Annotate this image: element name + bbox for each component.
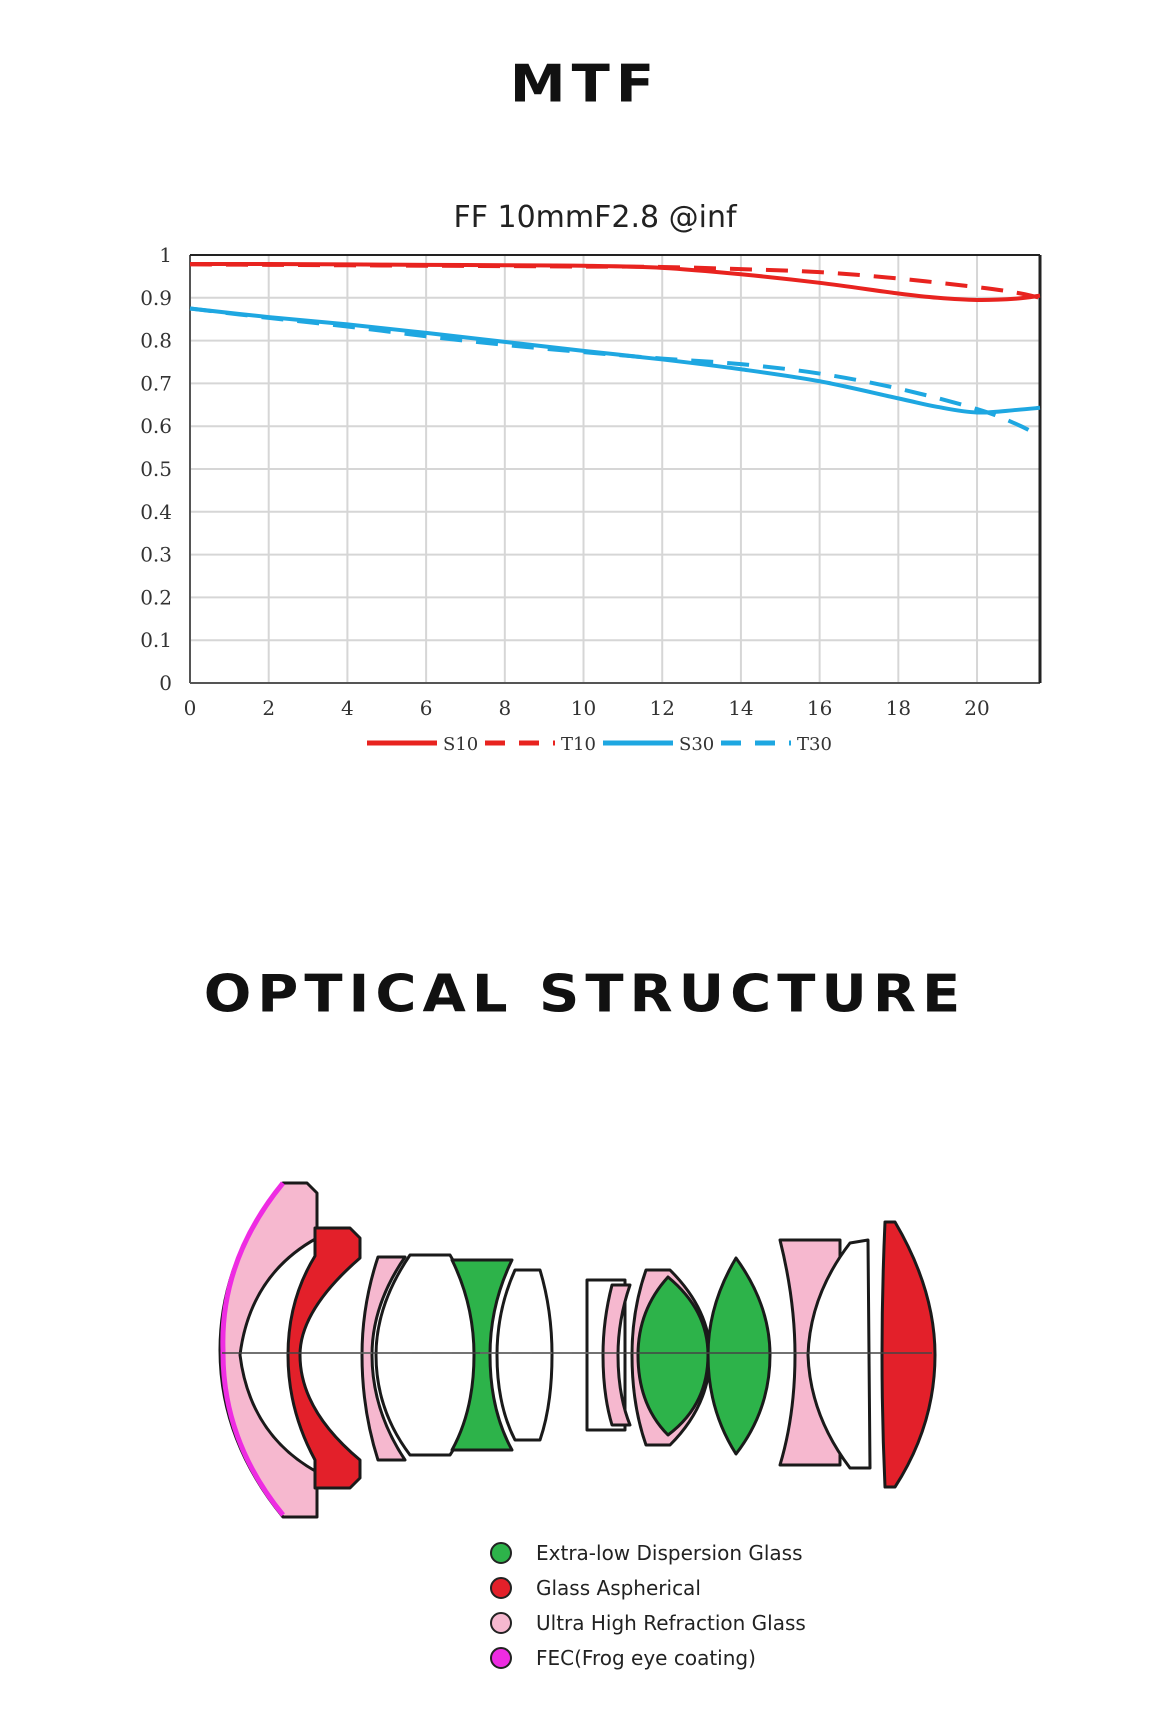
- red-dot-icon: [490, 1576, 512, 1599]
- x-tick-label: 4: [341, 696, 354, 720]
- y-tick-label: 0.5: [140, 457, 172, 481]
- legend-label: Extra-low Dispersion Glass: [536, 1540, 803, 1565]
- lens-6-standard: [495, 1268, 554, 1442]
- x-tick-label: 2: [262, 696, 275, 720]
- mtf-chart: FF 10mmF2.8 @inf 0 0.1 0.2 0.3 0.4 0.5 0.6 0.7 0…: [140, 200, 1042, 755]
- series-line-t10: [189, 262, 1041, 300]
- optical-structure-heading: OPTICAL STRUCTURE: [203, 964, 967, 1025]
- green-dot-icon: [490, 1541, 512, 1564]
- legend-item-fec-coating: FEC(Frog eye coating): [490, 1640, 806, 1675]
- legend-label-t10: T10: [561, 734, 596, 755]
- y-tick-label: 0.7: [140, 371, 172, 395]
- y-tick-label: 0.6: [140, 414, 172, 438]
- chart-axes: 00.10.20.30.40.50.60.70.80.910 2 4 6 8 10 12 14…: [140, 243, 1042, 720]
- series-line-s10: [189, 261, 1041, 302]
- legend-label-t30: T30: [797, 734, 832, 755]
- legend-item-ultra-high-refraction: Ultra High Refraction Glass: [490, 1605, 806, 1640]
- lens-3-ultra-high-refraction: [360, 1255, 407, 1462]
- y-tick-label: 0.3: [140, 543, 172, 567]
- series-line-s30: [189, 306, 1041, 415]
- lens-5-extra-low-dispersion: [450, 1258, 514, 1452]
- fec-coating-edge: [220, 1181, 285, 1517]
- lens-1-ultra-high-refraction: [218, 1181, 319, 1519]
- x-tick-label: 6: [420, 696, 433, 720]
- legend-label: FEC(Frog eye coating): [536, 1645, 756, 1670]
- y-tick-label: 0.2: [140, 585, 172, 609]
- chart-series: [189, 261, 1041, 438]
- legend-label: Glass Aspherical: [536, 1575, 701, 1600]
- chart-title: FF 10mmF2.8 @inf: [453, 200, 738, 235]
- chart-legend: S10 T10 S30 T30: [367, 734, 832, 755]
- lens-13-standard: [806, 1238, 872, 1470]
- legend-label-s10: S10: [443, 734, 478, 755]
- legend-item-glass-aspherical: Glass Aspherical: [490, 1570, 806, 1605]
- x-tick-label: 16: [807, 696, 832, 720]
- optical-structure-diagram: [218, 1181, 937, 1519]
- x-tick-label: 8: [498, 696, 511, 720]
- y-tick-label: 0.1: [140, 628, 172, 652]
- legend-label-s30: S30: [679, 734, 714, 755]
- lens-11-extra-low-dispersion: [706, 1256, 772, 1456]
- chart-grid: [189, 254, 1040, 684]
- x-tick-label: 20: [964, 696, 989, 720]
- pink-dot-icon: [490, 1611, 512, 1634]
- x-tick-label: 12: [649, 696, 674, 720]
- lens-10-extra-low-dispersion: [636, 1275, 710, 1437]
- x-tick-label: 0: [184, 696, 197, 720]
- x-tick-label: 14: [728, 696, 753, 720]
- legend-item-extra-low-dispersion: Extra-low Dispersion Glass: [490, 1535, 806, 1570]
- x-tick-label: 18: [886, 696, 911, 720]
- mtf-heading: MTF: [509, 54, 661, 115]
- y-tick-label: 0.4: [140, 500, 172, 524]
- y-tick-label: 0: [159, 671, 172, 695]
- optical-legend: Extra-low Dispersion Glass Glass Aspheri…: [490, 1535, 806, 1675]
- y-tick-label: 0.9: [140, 286, 172, 310]
- y-tick-label: 1: [159, 243, 172, 267]
- lens-14-glass-aspherical: [880, 1220, 937, 1489]
- series-line-t30: [189, 306, 1041, 438]
- x-tick-label: 10: [571, 696, 596, 720]
- y-tick-label: 0.8: [140, 329, 172, 353]
- lens-8-ultra-high-refraction: [601, 1283, 632, 1427]
- lens-2-glass-aspherical: [286, 1226, 362, 1490]
- magenta-dot-icon: [490, 1646, 512, 1669]
- legend-label: Ultra High Refraction Glass: [536, 1610, 806, 1635]
